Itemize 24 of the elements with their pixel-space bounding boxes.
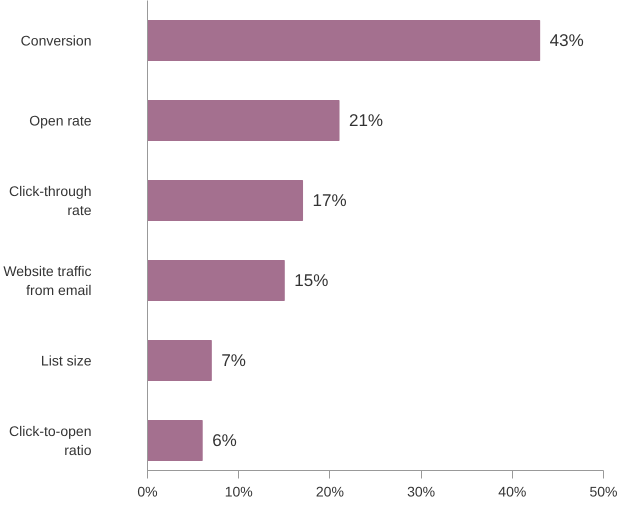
y-tick-label: Website traffic from email — [3, 262, 92, 298]
y-tick-label: Click-through rate — [9, 182, 92, 218]
x-tick-label: 40% — [498, 484, 526, 500]
bar — [148, 100, 340, 141]
data-label: 43% — [550, 31, 584, 50]
x-tick-label: 20% — [316, 484, 344, 500]
bar — [148, 180, 304, 221]
y-tick-label: Conversion — [20, 32, 92, 48]
data-label: 21% — [349, 111, 384, 130]
data-label: 7% — [221, 351, 246, 370]
x-tick-label: 10% — [224, 484, 253, 500]
data-label: 6% — [212, 431, 237, 450]
x-tick-label: 50% — [589, 484, 618, 500]
bar — [148, 340, 212, 381]
x-tick-label: 30% — [407, 484, 436, 500]
bar — [148, 420, 203, 461]
data-label: 17% — [312, 191, 347, 210]
y-tick-label: Open rate — [29, 112, 92, 128]
bar — [148, 20, 540, 61]
y-tick-label: Click-to-open ratio — [9, 422, 92, 458]
x-tick-label: 0% — [137, 484, 158, 500]
bar — [148, 260, 285, 301]
data-label: 15% — [294, 271, 328, 290]
y-tick-label: List size — [40, 352, 92, 368]
